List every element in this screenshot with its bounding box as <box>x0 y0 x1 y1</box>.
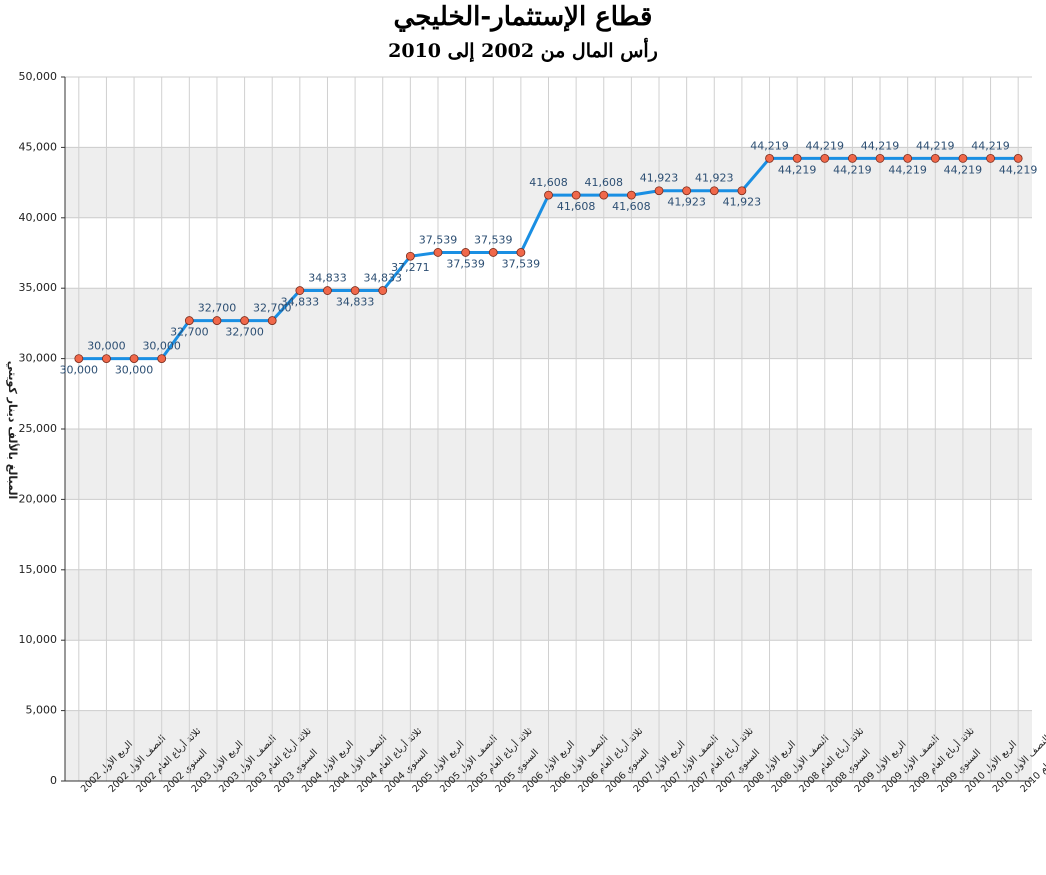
marker <box>654 186 664 196</box>
marker <box>267 316 277 325</box>
data-label: 37,539 <box>474 233 513 246</box>
data-label: 34,833 <box>363 272 402 285</box>
y-tick-label: 15,000 <box>19 563 58 576</box>
y-tick-label: 25,000 <box>19 422 58 435</box>
data-label: 41,608 <box>529 176 568 189</box>
marker <box>544 190 553 200</box>
data-label: 44,219 <box>750 139 789 152</box>
data-label: 30,000 <box>60 364 99 377</box>
marker <box>986 153 995 163</box>
marker <box>378 286 388 295</box>
y-tick-label: 5,000 <box>26 704 58 717</box>
data-label: 41,608 <box>557 200 596 213</box>
data-label: 32,700 <box>170 326 209 339</box>
data-label: 41,923 <box>695 172 734 185</box>
y-tick-label: 30,000 <box>19 352 58 365</box>
data-label: 44,219 <box>833 163 872 176</box>
data-label: 32,700 <box>225 326 264 339</box>
marker <box>875 153 885 163</box>
marker <box>792 153 802 163</box>
marker <box>488 248 498 257</box>
marker <box>848 153 857 163</box>
data-label: 44,219 <box>916 139 955 152</box>
marker <box>626 190 636 200</box>
y-tick-label: 0 <box>50 774 57 787</box>
data-label: 37,271 <box>391 261 430 274</box>
data-label: 30,000 <box>115 364 154 377</box>
data-label: 44,219 <box>944 163 983 176</box>
y-tick-label: 10,000 <box>19 633 58 646</box>
data-label: 44,219 <box>806 139 845 152</box>
marker <box>433 248 443 257</box>
marker <box>240 316 249 325</box>
data-label: 30,000 <box>87 340 126 353</box>
y-tick-label: 20,000 <box>19 492 58 505</box>
marker <box>571 190 581 200</box>
data-label: 41,923 <box>640 172 679 185</box>
data-label: 41,608 <box>612 200 651 213</box>
y-tick-label: 35,000 <box>19 281 58 294</box>
data-label: 32,700 <box>253 302 292 315</box>
data-label: 44,219 <box>971 139 1010 152</box>
y-tick-label: 40,000 <box>19 211 58 224</box>
data-label: 41,923 <box>723 196 762 209</box>
marker <box>930 153 940 163</box>
data-label: 41,923 <box>667 196 706 209</box>
chart-title: قطاع الإستثمار-الخليجي <box>394 2 653 32</box>
marker <box>295 286 305 295</box>
marker <box>323 286 332 295</box>
marker <box>350 286 360 295</box>
marker <box>903 153 913 163</box>
chart-subtitle: رأس المال من 2002 إلى 2010 <box>388 37 658 63</box>
data-label: 37,539 <box>502 257 541 270</box>
marker <box>516 248 526 257</box>
data-label: 34,833 <box>281 296 320 309</box>
data-label: 44,219 <box>861 139 900 152</box>
data-label: 44,219 <box>888 163 927 176</box>
y-tick-label: 45,000 <box>19 140 58 153</box>
marker <box>461 248 471 257</box>
data-label: 44,219 <box>999 163 1038 176</box>
data-label: 34,833 <box>336 296 375 309</box>
data-label: 37,539 <box>446 257 485 270</box>
marker <box>102 354 111 364</box>
data-label: 34,833 <box>308 272 347 285</box>
marker <box>709 186 719 196</box>
y-tick-label: 50,000 <box>19 70 58 83</box>
marker <box>765 153 774 163</box>
data-label: 41,608 <box>585 176 624 189</box>
marker <box>599 190 609 200</box>
marker <box>157 354 167 364</box>
marker <box>1013 153 1023 163</box>
marker <box>682 186 692 196</box>
data-label: 30,000 <box>142 340 181 353</box>
y-axis-label: المبالغ بالألف دينار كويتي <box>6 361 20 499</box>
data-label: 37,539 <box>419 233 458 246</box>
marker <box>184 316 194 325</box>
marker <box>129 354 139 364</box>
data-label: 32,700 <box>198 302 237 315</box>
marker <box>212 316 222 325</box>
marker <box>405 251 415 261</box>
marker <box>737 186 747 196</box>
data-label: 44,219 <box>778 163 817 176</box>
marker <box>958 153 968 163</box>
marker <box>820 153 830 163</box>
marker <box>74 354 84 364</box>
